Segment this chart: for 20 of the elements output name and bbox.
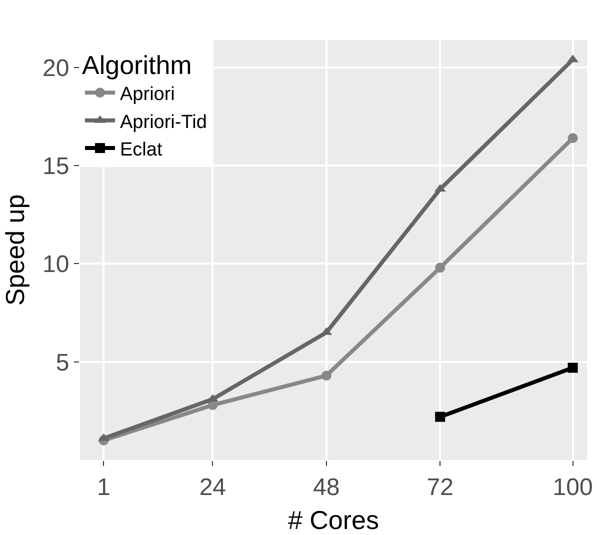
- y-tick-label: 20: [42, 54, 70, 82]
- x-axis-title: # Cores: [288, 505, 380, 535]
- legend-label: Apriori-Tid: [120, 112, 207, 133]
- point: [435, 412, 446, 422]
- x-tick-label: 72: [426, 474, 454, 501]
- y-tick-label: 15: [42, 153, 70, 180]
- legend-title: Algorithm: [82, 50, 192, 80]
- x-tick-label: 100: [552, 474, 593, 501]
- point: [568, 133, 578, 144]
- legend-label: Apriori: [120, 84, 175, 106]
- x-tick-label: 1: [97, 474, 110, 501]
- x-tick-label: 48: [313, 474, 340, 501]
- y-axis-title: Speed up: [0, 194, 30, 306]
- point: [568, 362, 578, 373]
- point: [321, 370, 332, 381]
- y-tick-label: 10: [42, 251, 70, 278]
- legend-label: Eclat: [120, 139, 163, 160]
- y-tick-label: 5: [56, 349, 70, 376]
- point: [435, 262, 446, 273]
- x-tick-label: 24: [199, 474, 226, 501]
